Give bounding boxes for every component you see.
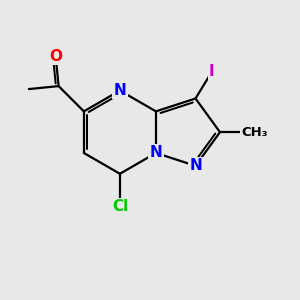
Text: Cl: Cl	[112, 199, 128, 214]
Text: I: I	[209, 64, 215, 79]
Text: CH₃: CH₃	[241, 126, 267, 139]
Text: N: N	[150, 146, 162, 160]
Text: O: O	[49, 49, 62, 64]
Text: N: N	[113, 83, 126, 98]
Text: N: N	[189, 158, 202, 173]
